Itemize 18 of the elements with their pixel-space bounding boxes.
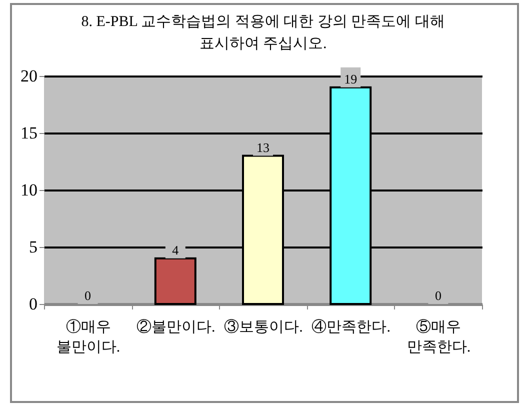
y-tick-label: 0 [29,294,38,314]
data-label: 4 [172,242,180,258]
data-label: 0 [84,288,92,303]
bar [154,257,196,305]
x-tick-label: ⑤매우 만족한다. [406,318,471,356]
x-tick-label: ①매우 불만이다. [56,318,120,356]
y-tick-label: 20 [20,66,38,86]
y-tick-label: 10 [20,180,38,200]
data-label: 13 [256,140,270,155]
x-tick-label: ④만족한다. [312,318,390,336]
x-tick-label: ③보통이다. [224,318,303,336]
x-tick-label: ②불만이다. [136,318,216,336]
data-label: 19 [344,71,358,86]
data-label: 0 [434,288,442,303]
y-tick-label: 5 [29,238,38,256]
text: 표시하여 주십시오. [199,36,327,52]
text: 8. E-PBL 교수학습법의 적용에 대한 강의 만족도에 대해 [81,14,445,30]
y-tick-label: 15 [20,124,38,142]
